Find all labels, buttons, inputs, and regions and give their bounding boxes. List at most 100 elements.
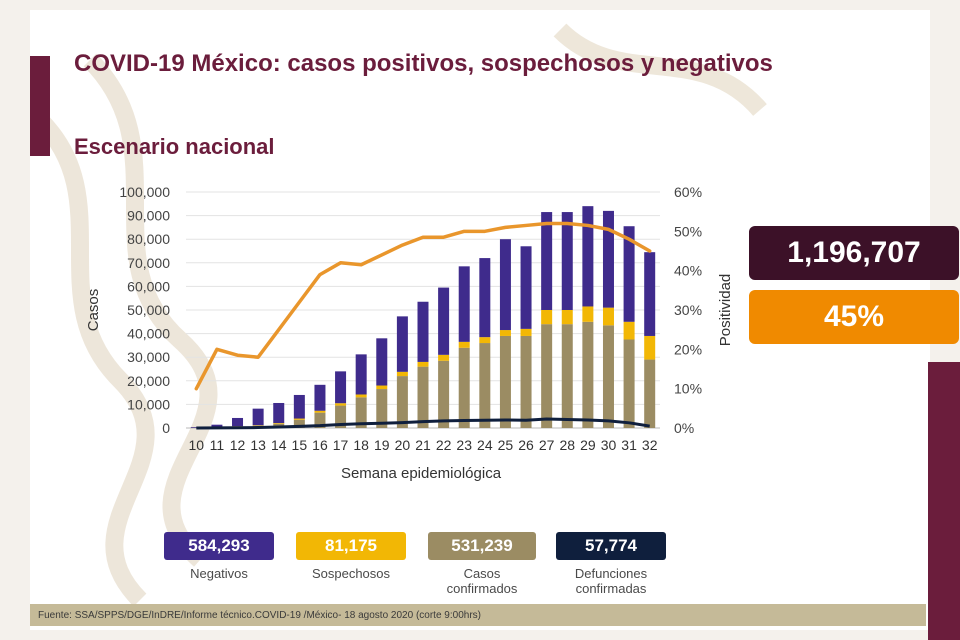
- y-tick-label: 90,000: [127, 208, 170, 224]
- bar-negativos: [582, 206, 594, 307]
- y2-axis-title: Positividad: [717, 274, 734, 347]
- x-tick-label: 22: [436, 437, 452, 453]
- y2-tick-label: 50%: [674, 223, 702, 239]
- y-tick-label: 10,000: [127, 396, 170, 412]
- bar-sospechosos: [602, 307, 614, 326]
- bar-negativos: [335, 371, 347, 404]
- bar-negativos: [376, 338, 388, 386]
- bar-sospechosos: [458, 341, 470, 348]
- x-tick-label: 18: [353, 437, 369, 453]
- bar-negativos: [438, 287, 450, 355]
- bar-negativos: [273, 402, 285, 424]
- bar-negativos: [252, 408, 264, 426]
- bar-sospechosos: [541, 310, 553, 325]
- bar-negativos: [499, 239, 511, 331]
- x-tick-label: 15: [292, 437, 308, 453]
- bar-confirmados: [499, 335, 511, 428]
- bar-negativos: [561, 212, 573, 310]
- legend-defunciones: 57,774 Defunciones confirmadas: [556, 532, 666, 596]
- bar-sospechosos: [314, 410, 326, 413]
- x-tick-label: 13: [250, 437, 266, 453]
- bar-negativos: [623, 226, 635, 322]
- legend-sospechosos-value: 81,175: [296, 532, 406, 560]
- x-tick-label: 12: [230, 437, 246, 453]
- bar-negativos: [396, 316, 408, 372]
- legend-confirmados-value: 531,239: [428, 532, 536, 560]
- bar-sospechosos: [355, 394, 367, 398]
- x-tick-label: 27: [539, 437, 555, 453]
- y2-tick-label: 30%: [674, 302, 702, 318]
- legend-confirmados: 531,239 Casos confirmados: [428, 532, 536, 596]
- bar-confirmados: [623, 339, 635, 428]
- y-tick-label: 40,000: [127, 326, 170, 342]
- bar-negativos: [314, 384, 326, 411]
- x-tick-label: 29: [580, 437, 596, 453]
- bar-confirmados: [376, 389, 388, 428]
- bar-negativos: [520, 246, 532, 329]
- y2-tick-label: 40%: [674, 263, 702, 279]
- x-tick-label: 11: [210, 437, 225, 453]
- bar-negativos: [602, 210, 614, 308]
- bar-negativos: [644, 252, 656, 336]
- legend-confirmados-label: Casos confirmados: [446, 566, 518, 596]
- y2-tick-label: 10%: [674, 381, 702, 397]
- x-tick-label: 16: [312, 437, 328, 453]
- bar-sospechosos: [479, 337, 491, 344]
- title-accent-bar: [30, 56, 50, 156]
- bar-negativos: [479, 258, 491, 338]
- bar-confirmados: [582, 321, 594, 428]
- y-tick-label: 100,000: [119, 184, 170, 200]
- bar-confirmados: [561, 324, 573, 428]
- source-text: Fuente: SSA/SPPS/DGE/InDRE/Informe técni…: [38, 609, 481, 621]
- bar-confirmados: [458, 347, 470, 428]
- x-tick-label: 31: [621, 437, 637, 453]
- bar-confirmados: [396, 376, 408, 428]
- y-tick-label: 50,000: [127, 302, 170, 318]
- legend-negativos-value: 584,293: [164, 532, 274, 560]
- legend-sospechosos: 81,175 Sospechosos: [296, 532, 406, 581]
- x-tick-label: 32: [642, 437, 658, 453]
- positivity-value: 45%: [823, 300, 885, 333]
- right-accent-bar: [928, 362, 960, 640]
- total-tests-box: 1,196,707: [749, 226, 959, 280]
- bar-sospechosos: [438, 354, 450, 361]
- x-tick-label: 23: [456, 437, 472, 453]
- x-tick-label: 20: [395, 437, 411, 453]
- page-title: COVID-19 México: casos positivos, sospec…: [74, 50, 773, 77]
- bar-confirmados: [602, 325, 614, 428]
- bar-negativos: [211, 424, 223, 428]
- bar-confirmados: [417, 366, 429, 428]
- x-tick-label: 25: [498, 437, 514, 453]
- bar-sospechosos: [293, 418, 305, 420]
- positivity-box: 45%: [749, 290, 959, 344]
- y2-tick-label: 60%: [674, 184, 702, 200]
- bar-sospechosos: [499, 330, 511, 336]
- y-tick-label: 30,000: [127, 349, 170, 365]
- x-tick-label: 21: [415, 437, 431, 453]
- bar-negativos: [458, 266, 470, 342]
- y-tick-label: 70,000: [127, 255, 170, 271]
- bar-sospechosos: [520, 328, 532, 336]
- bar-negativos: [293, 394, 305, 419]
- y-tick-label: 80,000: [127, 231, 170, 247]
- x-axis-title: Semana epidemiológica: [341, 465, 502, 482]
- bar-sospechosos: [417, 361, 429, 367]
- bar-confirmados: [314, 412, 326, 428]
- x-tick-label: 28: [559, 437, 575, 453]
- y-axis-title: Casos: [85, 289, 102, 332]
- x-tick-label: 14: [271, 437, 287, 453]
- bar-confirmados: [335, 405, 347, 428]
- y-tick-label: 20,000: [127, 373, 170, 389]
- legend-negativos-label: Negativos: [190, 566, 248, 581]
- bar-confirmados: [541, 324, 553, 428]
- y-tick-label: 60,000: [127, 278, 170, 294]
- x-tick-label: 17: [333, 437, 349, 453]
- bar-confirmados: [520, 335, 532, 428]
- bar-confirmados: [438, 360, 450, 428]
- x-tick-label: 10: [189, 437, 205, 453]
- bar-sospechosos: [644, 335, 656, 360]
- positividad-line: [194, 221, 652, 391]
- bar-negativos: [232, 417, 244, 427]
- y2-tick-label: 20%: [674, 341, 702, 357]
